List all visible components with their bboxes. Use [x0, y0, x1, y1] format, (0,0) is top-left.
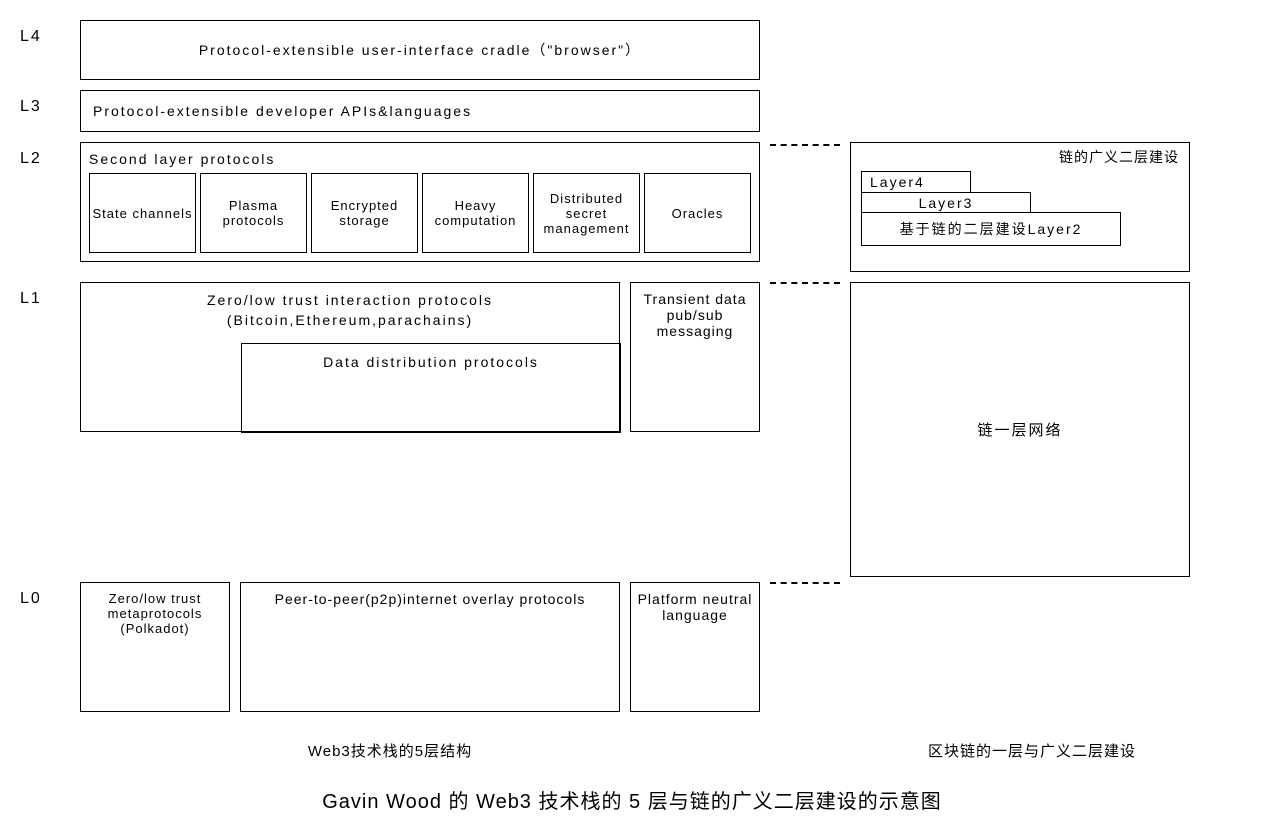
main-caption: Gavin Wood 的 Web3 技术栈的 5 层与链的广义二层建设的示意图 — [20, 785, 1244, 814]
right-l2-box: 链的广义二层建设 Layer4 Layer3 基于链的二层建设Layer2 — [850, 142, 1190, 272]
right-l1-box: 链一层网络 — [850, 282, 1190, 577]
right-stair-layer4: Layer4 — [861, 171, 971, 193]
web3-stack-diagram: L4 Protocol-extensible user-interface cr… — [20, 20, 1244, 814]
row-l0: L0 Zero/low trust metaprotocols (Polkado… — [20, 582, 1244, 712]
layer-label-l0: L0 — [20, 582, 80, 608]
l1-main-box: Zero/low trust interaction protocols (Bi… — [80, 282, 620, 432]
l0-p2p-box: Peer-to-peer(p2p)internet overlay protoc… — [240, 582, 620, 712]
dash-bottom — [760, 582, 850, 586]
row-l4: L4 Protocol-extensible user-interface cr… — [20, 20, 1244, 80]
left-sub-caption: Web3技术栈的5层结构 — [20, 740, 760, 761]
layer-label-l2: L2 — [20, 142, 80, 168]
right-stair-layer3: Layer3 — [861, 192, 1031, 214]
row-l1: L1 Zero/low trust interaction protocols … — [20, 282, 1244, 577]
right-sub-caption: 区块链的一层与广义二层建设 — [760, 740, 1244, 761]
row-l2: L2 Second layer protocols State channels… — [20, 142, 1244, 272]
l2-title: Second layer protocols — [89, 151, 751, 167]
right-stair-layer2: 基于链的二层建设Layer2 — [861, 212, 1121, 246]
l3-box: Protocol-extensible developer APIs&langu… — [80, 90, 760, 132]
l0-platform-lang-box: Platform neutral language — [630, 582, 760, 712]
l2-item-distributed-secret: Distributed secret management — [533, 173, 640, 253]
l4-box: Protocol-extensible user-interface cradl… — [80, 20, 760, 80]
dash-mid — [760, 282, 850, 284]
l1-main-title: Zero/low trust interaction protocols (Bi… — [91, 291, 609, 330]
layer-label-l4: L4 — [20, 20, 80, 46]
layer-label-l1: L1 — [20, 282, 80, 308]
right-l2-title: 链的广义二层建设 — [855, 147, 1185, 167]
l1-sub-box: Data distribution protocols — [241, 343, 621, 433]
l0-metaprotocols-box: Zero/low trust metaprotocols (Polkadot) — [80, 582, 230, 712]
l2-item-heavy-computation: Heavy computation — [422, 173, 529, 253]
l2-item-encrypted-storage: Encrypted storage — [311, 173, 418, 253]
l2-item-state-channels: State channels — [89, 173, 196, 253]
dash-top — [760, 142, 850, 146]
layer-label-l3: L3 — [20, 90, 80, 116]
l2-item-oracles: Oracles — [644, 173, 751, 253]
sub-captions-row: Web3技术栈的5层结构 区块链的一层与广义二层建设 — [20, 722, 1244, 761]
l1-side-box: Transient data pub/sub messaging — [630, 282, 760, 432]
l2-container: Second layer protocols State channels Pl… — [80, 142, 760, 262]
l2-item-plasma: Plasma protocols — [200, 173, 307, 253]
row-l3: L3 Protocol-extensible developer APIs&la… — [20, 90, 1244, 132]
l2-grid: State channels Plasma protocols Encrypte… — [89, 173, 751, 253]
